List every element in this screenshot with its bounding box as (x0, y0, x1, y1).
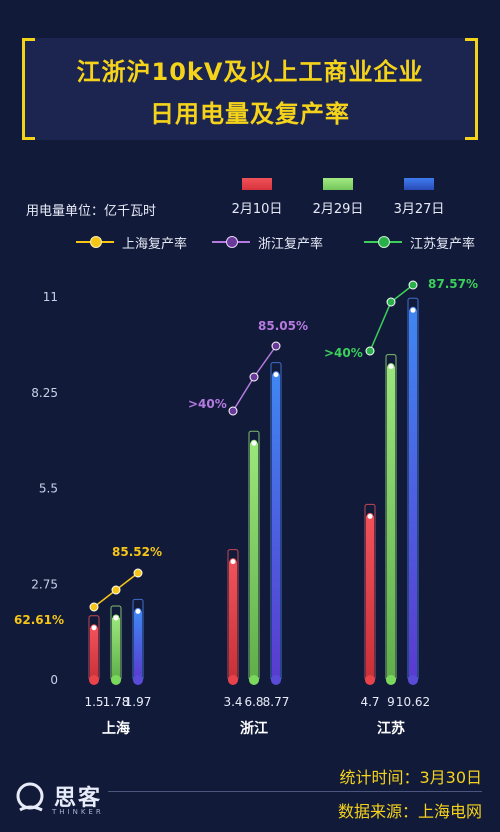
legend-rate-dot (378, 236, 390, 248)
bar-top-dot (366, 512, 374, 520)
rate-end-label: 85.52% (112, 545, 162, 559)
legend-rate-jiangsu-label: 江苏复产率 (410, 237, 476, 252)
legend-rate-dot (90, 236, 102, 248)
thinker-logo: 思客 THINKER (14, 774, 104, 822)
bar (409, 310, 417, 680)
title-line-2: 日用电量及复产率 (150, 100, 350, 128)
rate-point (228, 406, 238, 416)
bar-top-dot (250, 439, 258, 447)
y-tick-label: 8.25 (31, 386, 58, 400)
legend-swatch-date-2 (323, 178, 353, 190)
category-label: 江苏 (377, 720, 405, 737)
rate-start-label: >40% (188, 397, 227, 411)
rate-end-label: 87.57% (428, 277, 478, 291)
bar-top-dot (229, 558, 237, 566)
bar-base-dot (228, 675, 238, 685)
legend-date-1: 2月10日 (222, 178, 292, 217)
bar-top-dot (272, 371, 280, 379)
bar-value-label: 8.77 (263, 695, 290, 709)
rate-point (133, 568, 143, 578)
bar (90, 627, 98, 680)
bar-value-label: 3.4 (223, 695, 242, 709)
rate-point (408, 280, 418, 290)
y-tick-label: 0 (50, 673, 58, 687)
footer-time: 统计时间：3月30日 (339, 768, 482, 787)
bar (134, 611, 142, 680)
bar (112, 618, 120, 680)
logo-icon (16, 782, 44, 812)
bar (272, 374, 280, 680)
bar (250, 443, 258, 680)
bar-top-dot (90, 624, 98, 632)
bar-base-dot (89, 675, 99, 685)
bar-top-dot (134, 607, 142, 615)
y-tick-label: 5.5 (39, 482, 58, 496)
bar (229, 561, 237, 680)
bar-top-dot (409, 306, 417, 314)
legend-swatch-date-1 (242, 178, 272, 190)
bar-top-dot (387, 363, 395, 371)
bar-base-dot (365, 675, 375, 685)
category-label: 上海 (102, 720, 130, 737)
rate-legend: 上海复产率 浙江复产率 江苏复产率 (0, 232, 500, 252)
footer-divider (108, 791, 482, 792)
legend-date-2-label: 2月29日 (312, 202, 364, 217)
date-legend: 2月10日 2月29日 3月27日 (0, 178, 500, 218)
rate-start-label: >40% (324, 346, 363, 360)
legend-rate-shanghai-label: 上海复产率 (122, 237, 188, 252)
bar-base-dot (111, 675, 121, 685)
bar-value-label: 4.7 (360, 695, 379, 709)
rate-point (365, 346, 375, 356)
bar-value-label: 1.97 (125, 695, 152, 709)
rate-end-label: 85.05% (258, 319, 308, 333)
bar (387, 366, 395, 680)
bar-base-dot (386, 675, 396, 685)
rate-point (386, 297, 396, 307)
y-tick-label: 11 (43, 290, 58, 304)
bar (366, 516, 374, 680)
bar-value-label: 9 (387, 695, 395, 709)
legend-rate-dot (226, 236, 238, 248)
title-line-1: 江浙沪10kV及以上工商业企业 (76, 58, 424, 86)
bar-base-dot (271, 675, 281, 685)
legend-swatch-date-3 (404, 178, 434, 190)
bar-value-label: 6.8 (244, 695, 263, 709)
rate-point (249, 372, 259, 382)
bar-base-dot (249, 675, 259, 685)
y-tick-label: 2.75 (31, 577, 58, 591)
bar-base-dot (133, 675, 143, 685)
rate-line (369, 284, 414, 352)
bar-value-label: 10.62 (396, 695, 430, 709)
legend-date-1-label: 2月10日 (231, 202, 283, 217)
logo-name: 思客 (54, 786, 103, 811)
bar-top-dot (112, 614, 120, 622)
rate-point (271, 341, 281, 351)
legend-date-3-label: 3月27日 (393, 202, 445, 217)
bar-value-label: 1.5 (84, 695, 103, 709)
title-box: 江浙沪10kV及以上工商业企业 日用电量及复产率 (22, 38, 478, 140)
logo-sub: THINKER (52, 808, 104, 816)
unit-label: 用电量单位：亿千瓦时 (26, 204, 157, 219)
rate-point (111, 585, 121, 595)
category-label: 浙江 (240, 720, 268, 737)
legend-rate-zhejiang-label: 浙江复产率 (258, 237, 324, 252)
legend-date-2: 2月29日 (303, 178, 373, 217)
rate-point (89, 602, 99, 612)
bar-value-label: 1.78 (103, 695, 130, 709)
legend-date-3: 3月27日 (384, 178, 454, 217)
footer-source: 数据来源：上海电网 (337, 802, 482, 821)
bar-base-dot (408, 675, 418, 685)
rate-start-label: 62.61% (14, 613, 64, 627)
